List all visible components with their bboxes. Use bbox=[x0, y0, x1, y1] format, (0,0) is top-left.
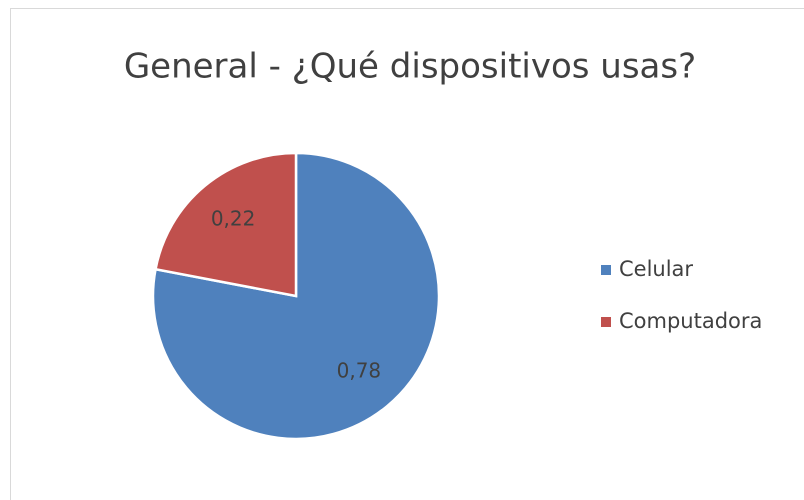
chart-title: General - ¿Qué dispositivos usas? bbox=[124, 47, 696, 87]
legend-label: Celular bbox=[619, 257, 693, 281]
data-label: 0,78 bbox=[337, 359, 382, 383]
data-label: 0,22 bbox=[211, 206, 256, 230]
legend-label: Computadora bbox=[619, 309, 762, 333]
legend-swatch bbox=[601, 265, 611, 275]
pie-slice bbox=[154, 151, 298, 298]
legend-swatch bbox=[601, 317, 611, 327]
